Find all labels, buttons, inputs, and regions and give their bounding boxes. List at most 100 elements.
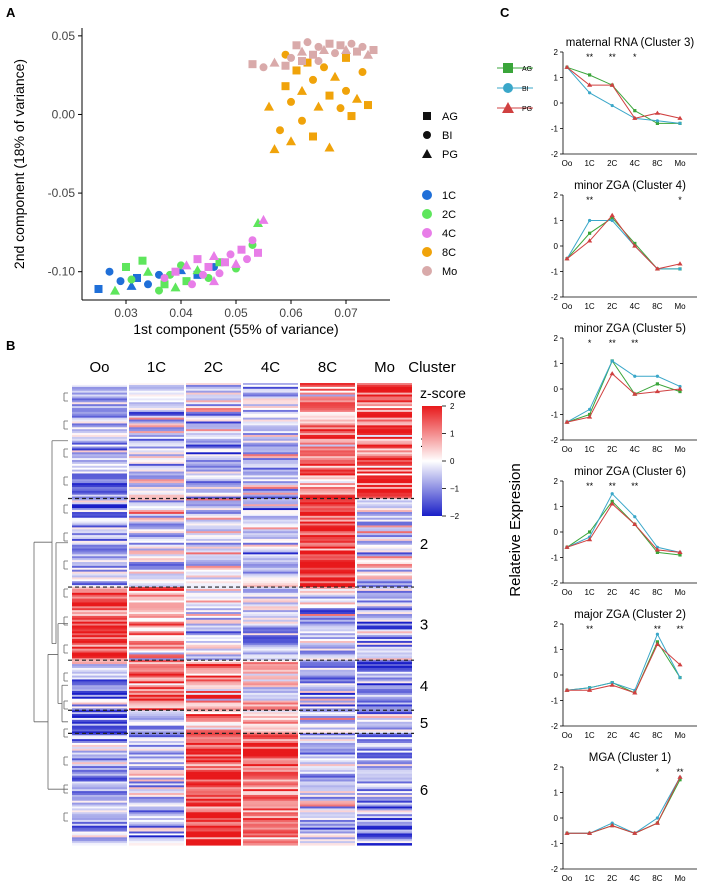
x-tick-label: 1C [584,445,594,454]
heatmap-cell [72,771,127,775]
heatmap-cell [129,721,184,725]
heatmap-cell [72,662,127,665]
heatmap-cell [243,471,298,475]
y-tick-label: -1 [551,554,559,563]
heatmap-cell [129,523,184,527]
heatmap-cell [186,839,241,842]
heatmap-cell [243,629,298,632]
y-tick-label: 1 [554,74,559,83]
heatmap-cell [72,733,127,736]
heatmap-cell [300,727,355,731]
heatmap-cell [300,664,355,667]
heatmap-cell [243,485,298,488]
heatmap-cell [72,483,127,486]
heatmap-cell [300,508,355,511]
heatmap-cell [243,768,298,771]
heatmap-cell [129,458,184,461]
heatmap-cell [300,554,355,557]
heatmap-cell [186,802,241,806]
heatmap-cell [129,454,184,457]
heatmap-cell [300,783,355,786]
heatmap-cell [243,581,298,584]
heatmap-cell [72,492,127,496]
heatmap-cell [186,411,241,415]
heatmap-cell [300,671,355,675]
heatmap-cell [186,527,241,530]
heatmap-cell [300,627,355,630]
heatmap-cell [300,481,355,484]
heatmap-cell [243,427,298,430]
heatmap-cell [243,529,298,532]
x-tick-label: 0.06 [279,306,303,320]
heatmap-cell [129,442,184,446]
heatmap-cell [72,631,127,634]
heatmap-cell [129,737,184,740]
heatmap-cell [357,673,412,677]
heatmap-cell [243,794,298,798]
heatmap-cell [72,762,127,765]
heatmap-cell [129,843,184,846]
heatmap-cell [72,525,127,528]
heatmap-cell [357,633,412,636]
heatmap-cell [357,535,412,538]
y-tick-label: -1 [551,840,559,849]
heatmap-column [357,383,412,846]
heatmap-cell [72,583,127,586]
heatmap-cell [243,594,298,598]
heatmap-cell [72,386,127,390]
heatmap-cell [129,639,184,642]
heatmap-cell [129,808,184,811]
heatmap-cell [129,637,184,640]
heatmap-cell [243,456,298,459]
heatmap-cell [243,831,298,835]
heatmap-cell [243,419,298,423]
x-tick-label: Oo [562,445,573,454]
scatter-point [160,273,169,282]
heatmap-cell [357,654,412,657]
heatmap-cell [186,535,241,538]
heatmap-cell [357,619,412,623]
series-point [655,550,659,554]
x-tick-label: 8C [652,588,662,597]
heatmap-cell [72,619,127,623]
y-tick-label: 1 [554,360,559,369]
heatmap-cell [300,390,355,394]
heatmap-cell [243,558,298,561]
heatmap-cell [243,517,298,521]
heatmap-cell [357,511,412,515]
heatmap-cell [129,714,184,717]
heatmap-cell [243,506,298,509]
heatmap-cell [243,467,298,471]
series-line-pg [566,214,681,270]
heatmap-cell [72,569,127,573]
heatmap-cell [357,760,412,763]
heatmap-cell [300,773,355,777]
heatmap-cell [243,750,298,754]
heatmap-cell [186,448,241,451]
heatmap-cell [129,396,184,399]
heatmap-cell [186,640,241,644]
heatmap-cell [300,656,355,659]
heatmap-cell [186,569,241,573]
heatmap-cell [243,598,298,602]
heatmap-cell [72,383,127,386]
heatmap-cell [357,727,412,731]
heatmap-cell [72,773,127,777]
heatmap-cell [357,606,412,609]
scatter-point [342,86,350,95]
series-point [677,549,683,554]
heatmap-cell [129,473,184,476]
heatmap-cell [186,488,241,492]
heatmap-cell [129,386,184,390]
series-point [632,521,638,526]
cluster-label: 2 [420,536,428,553]
x-tick-label: Oo [562,159,573,168]
heatmap-cell [300,531,355,534]
heatmap-cell [243,421,298,425]
heatmap-cell [72,810,127,813]
heatmap-cell [186,540,241,544]
heatmap-cell [357,588,412,592]
heatmap-cell [129,519,184,523]
heatmap-cell [72,635,127,638]
heatmap-cell [357,710,412,713]
